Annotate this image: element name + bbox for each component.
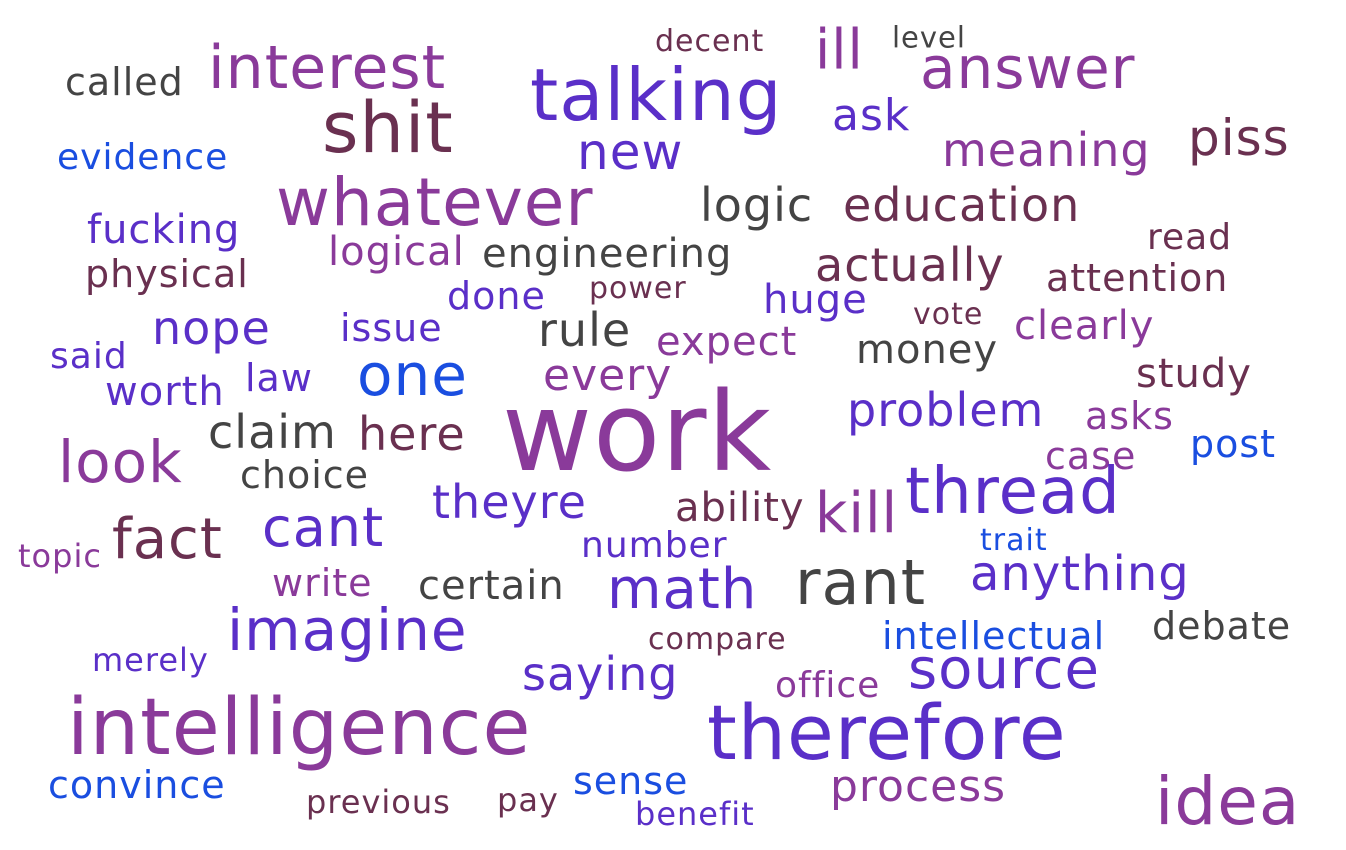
word-imagine: imagine <box>227 596 468 664</box>
word-issue: issue <box>340 306 443 350</box>
word-nope: nope <box>152 301 271 355</box>
word-look: look <box>58 428 183 496</box>
word-read: read <box>1147 217 1233 258</box>
word-benefit: benefit <box>635 795 755 833</box>
word-evidence: evidence <box>57 137 229 178</box>
word-theyre: theyre <box>432 475 587 529</box>
word-whatever: whatever <box>276 164 594 241</box>
word-process: process <box>830 761 1007 812</box>
word-law: law <box>245 356 313 400</box>
word-topic: topic <box>18 537 102 575</box>
word-new: new <box>577 123 684 181</box>
word-logic: logic <box>700 178 814 232</box>
word-study: study <box>1136 351 1252 397</box>
word-ill: ill <box>815 17 864 82</box>
word-done: done <box>447 274 546 318</box>
word-worth: worth <box>105 369 225 415</box>
word-ability: ability <box>675 485 805 531</box>
word-level: level <box>892 20 966 55</box>
word-here: here <box>358 407 466 461</box>
word-case: case <box>1045 434 1137 478</box>
word-merely: merely <box>92 641 209 679</box>
word-huge: huge <box>763 277 868 323</box>
word-attention: attention <box>1046 256 1229 300</box>
word-decent: decent <box>655 24 765 59</box>
word-said: said <box>50 336 128 377</box>
word-work: work <box>502 368 773 496</box>
word-cant: cant <box>262 496 385 559</box>
word-certain: certain <box>418 563 565 609</box>
word-idea: idea <box>1155 763 1301 840</box>
word-problem: problem <box>847 383 1045 437</box>
word-power: power <box>589 271 687 306</box>
word-source: source <box>908 637 1100 702</box>
word-thread: thread <box>905 455 1121 529</box>
word-meaning: meaning <box>942 123 1151 177</box>
word-claim: claim <box>208 405 337 459</box>
word-write: write <box>272 561 373 605</box>
word-math: math <box>607 557 758 622</box>
word-expect: expect <box>656 319 798 365</box>
word-piss: piss <box>1188 109 1290 167</box>
word-fucking: fucking <box>87 207 241 253</box>
word-shit: shit <box>322 87 454 169</box>
word-ask: ask <box>832 90 911 141</box>
word-asks: asks <box>1085 394 1174 438</box>
word-post: post <box>1190 422 1277 466</box>
word-anything: anything <box>970 546 1190 602</box>
word-clearly: clearly <box>1014 303 1155 349</box>
word-actually: actually <box>815 238 1005 292</box>
word-interest: interest <box>208 33 447 103</box>
word-pay: pay <box>497 781 559 819</box>
word-choice: choice <box>240 453 370 497</box>
word-physical: physical <box>85 252 249 296</box>
word-money: money <box>856 327 999 373</box>
word-intellectual: intellectual <box>882 614 1106 658</box>
word-every: every <box>543 350 673 401</box>
word-therefore: therefore <box>707 688 1067 777</box>
word-kill: kill <box>815 481 899 546</box>
word-compare: compare <box>648 622 787 657</box>
word-talking: talking <box>530 53 783 137</box>
word-office: office <box>775 665 881 706</box>
word-previous: previous <box>306 783 451 821</box>
word-fact: fact <box>112 507 223 572</box>
word-sense: sense <box>573 759 689 803</box>
word-logical: logical <box>328 229 465 275</box>
word-saying: saying <box>522 647 679 701</box>
word-number: number <box>581 525 728 566</box>
word-education: education <box>843 178 1081 232</box>
word-answer: answer <box>920 34 1136 102</box>
word-called: called <box>65 60 184 104</box>
word-vote: vote <box>913 297 984 332</box>
word-convince: convince <box>48 763 226 807</box>
word-one: one <box>357 341 468 409</box>
word-intelligence: intelligence <box>67 683 532 773</box>
word-rule: rule <box>538 303 632 357</box>
word-debate: debate <box>1152 604 1292 648</box>
word-trait: trait <box>980 523 1048 558</box>
word-engineering: engineering <box>482 231 733 277</box>
word-rant: rant <box>795 546 927 619</box>
